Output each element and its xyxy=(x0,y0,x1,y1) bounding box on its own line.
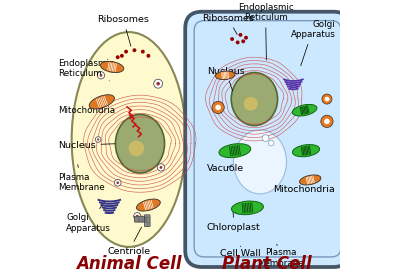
Circle shape xyxy=(212,101,224,114)
Ellipse shape xyxy=(300,175,321,185)
Circle shape xyxy=(100,74,102,77)
Circle shape xyxy=(97,138,99,141)
Text: Plant Cell: Plant Cell xyxy=(222,255,312,273)
Ellipse shape xyxy=(72,32,186,247)
Text: Ribosomes: Ribosomes xyxy=(97,15,149,46)
Ellipse shape xyxy=(100,61,124,73)
Text: Cell Wall: Cell Wall xyxy=(220,246,261,258)
Text: Centriole: Centriole xyxy=(107,227,150,256)
Circle shape xyxy=(238,33,242,37)
FancyBboxPatch shape xyxy=(134,216,148,222)
FancyBboxPatch shape xyxy=(185,12,350,267)
Circle shape xyxy=(95,137,101,142)
FancyBboxPatch shape xyxy=(194,21,341,257)
Circle shape xyxy=(321,115,333,128)
Text: Nucleus: Nucleus xyxy=(207,67,245,91)
Circle shape xyxy=(156,82,160,85)
Circle shape xyxy=(124,50,128,54)
Circle shape xyxy=(244,36,248,40)
Ellipse shape xyxy=(232,201,264,215)
Text: Vacuole: Vacuole xyxy=(207,164,244,173)
Circle shape xyxy=(116,55,120,59)
Circle shape xyxy=(132,48,136,52)
Circle shape xyxy=(324,119,330,124)
Ellipse shape xyxy=(89,95,114,109)
Text: Ribosomes: Ribosomes xyxy=(202,14,254,34)
Ellipse shape xyxy=(136,199,160,211)
Circle shape xyxy=(128,141,144,156)
Circle shape xyxy=(157,164,164,171)
Circle shape xyxy=(244,97,258,111)
Circle shape xyxy=(120,54,124,58)
Ellipse shape xyxy=(219,144,251,158)
Ellipse shape xyxy=(292,104,317,116)
Circle shape xyxy=(268,140,274,146)
Text: Nucleus: Nucleus xyxy=(58,141,115,150)
Circle shape xyxy=(146,54,150,58)
Circle shape xyxy=(262,135,269,141)
Text: Animal Cell: Animal Cell xyxy=(76,255,182,273)
Text: Mitochondria: Mitochondria xyxy=(58,102,115,115)
Circle shape xyxy=(141,50,145,54)
Text: Golgi
Apparatus: Golgi Apparatus xyxy=(66,202,111,233)
Ellipse shape xyxy=(116,114,164,173)
Text: Plasma
Membrane: Plasma Membrane xyxy=(258,244,304,268)
Circle shape xyxy=(160,166,162,169)
Circle shape xyxy=(230,37,234,41)
Circle shape xyxy=(154,79,163,88)
Circle shape xyxy=(236,40,240,44)
Circle shape xyxy=(97,72,104,79)
Text: Endoplasmic
Reticulum: Endoplasmic Reticulum xyxy=(238,3,294,60)
Text: Plasma
Membrane: Plasma Membrane xyxy=(58,165,104,193)
Circle shape xyxy=(114,179,121,186)
Circle shape xyxy=(241,39,245,43)
Text: Golgi
Apparatus: Golgi Apparatus xyxy=(290,20,335,66)
Ellipse shape xyxy=(234,130,286,194)
Circle shape xyxy=(136,215,139,218)
Text: Mitochondria: Mitochondria xyxy=(274,180,335,194)
Ellipse shape xyxy=(231,73,278,126)
Ellipse shape xyxy=(292,145,320,157)
Circle shape xyxy=(134,213,141,220)
Text: Chloroplast: Chloroplast xyxy=(207,211,261,232)
Circle shape xyxy=(116,181,119,184)
Circle shape xyxy=(325,97,329,101)
Circle shape xyxy=(215,105,221,110)
Text: Endoplasmic
Reticulum: Endoplasmic Reticulum xyxy=(58,59,114,81)
Circle shape xyxy=(322,94,332,104)
FancyBboxPatch shape xyxy=(144,215,150,227)
Ellipse shape xyxy=(215,71,235,80)
